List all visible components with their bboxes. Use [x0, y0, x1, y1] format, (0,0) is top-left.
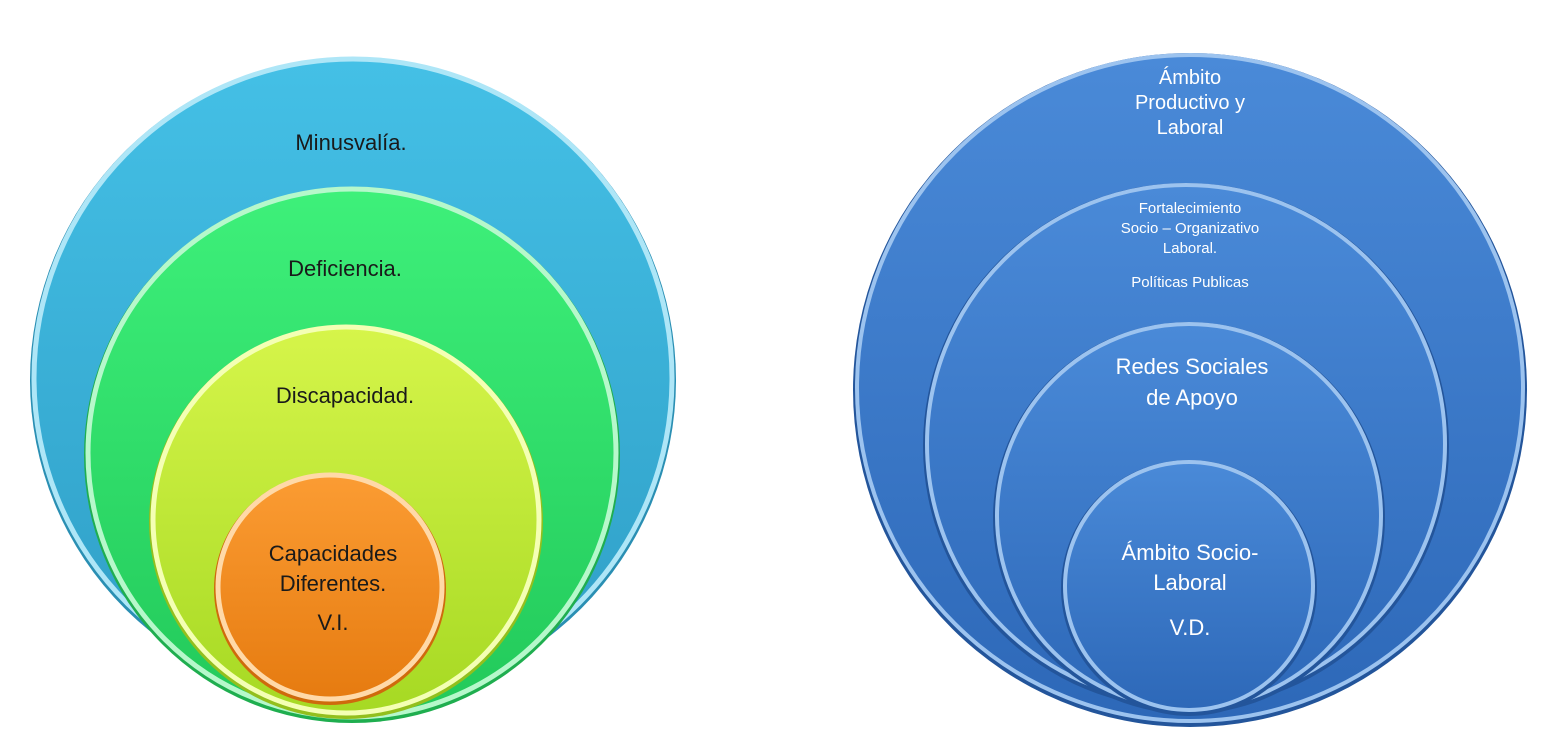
label-deficiencia: Deficiencia.: [288, 256, 402, 281]
label-fortalecimiento-line1: Fortalecimiento: [1139, 200, 1242, 217]
label-socio-line1: Ámbito Socio-: [1122, 540, 1259, 565]
label-redes-line2: de Apoyo: [1146, 385, 1238, 410]
label-fortalecimiento-line3: Laboral.: [1163, 240, 1217, 257]
label-fortalecimiento-line2: Socio – Organizativo: [1121, 220, 1259, 237]
label-capacidades-line2: Diferentes.: [280, 571, 386, 596]
label-ambito-line3: Laboral: [1157, 117, 1224, 139]
label-vd: V.D.: [1170, 615, 1211, 640]
label-ambito-line1: Ámbito: [1159, 66, 1221, 89]
label-ambito-line2: Productivo y: [1135, 92, 1245, 114]
label-discapacidad: Discapacidad.: [276, 383, 414, 408]
label-capacidades-line1: Capacidades: [269, 541, 397, 566]
right-nested-circles: [853, 53, 1527, 727]
label-redes-line1: Redes Sociales: [1116, 354, 1269, 379]
label-socio-line2: Laboral: [1153, 570, 1226, 595]
label-politicas-publicas: Políticas Publicas: [1131, 274, 1249, 291]
label-vi: V.I.: [318, 610, 349, 635]
left-nested-circles: [30, 56, 676, 723]
label-minusvalia: Minusvalía.: [295, 130, 406, 155]
